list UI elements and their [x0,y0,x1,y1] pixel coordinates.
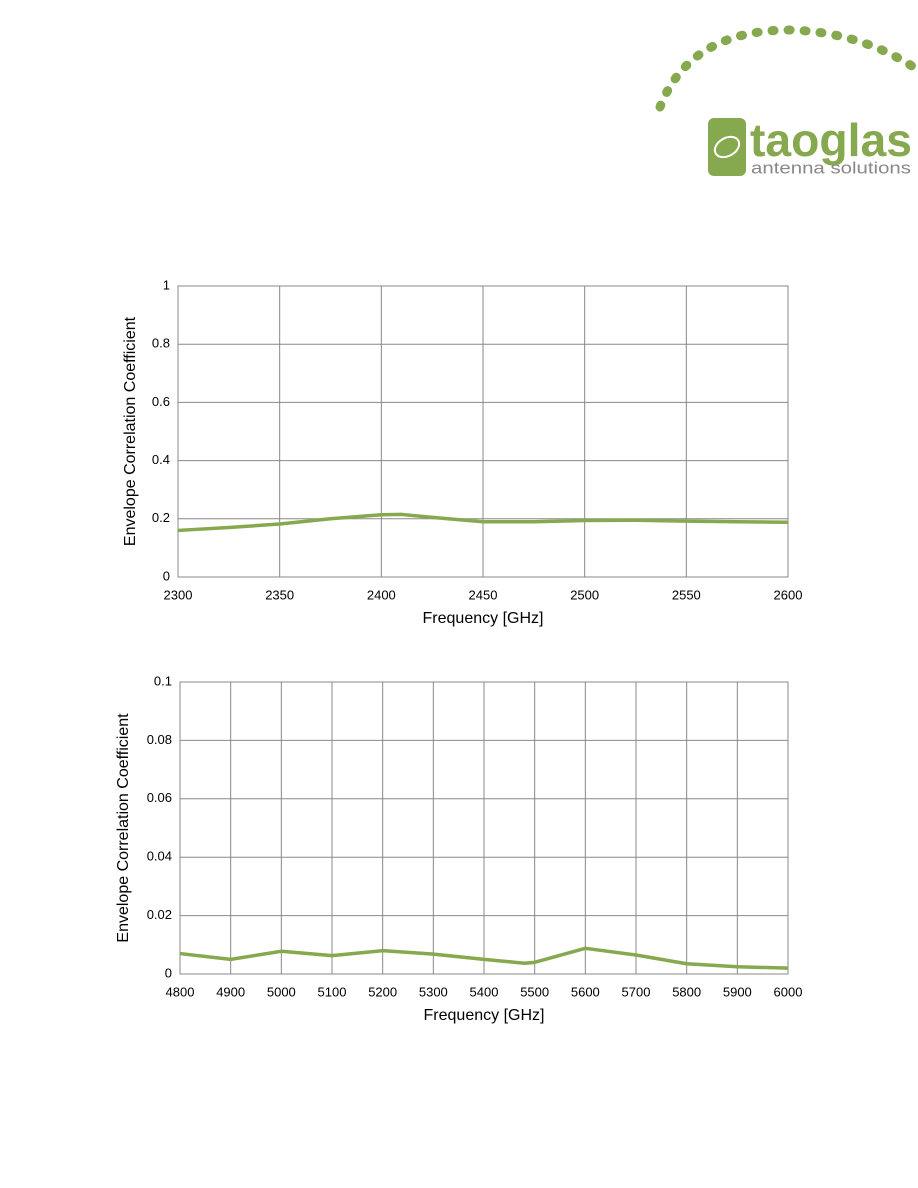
logo-arc [655,25,918,112]
y-tick-label: 0.2 [152,510,170,525]
x-tick-label: 2600 [774,587,803,602]
y-tick-label: 0.6 [152,394,170,409]
y-tick-label: 0.04 [147,849,172,864]
y-tick-label: 0 [165,965,172,980]
x-tick-label: 4900 [216,984,245,999]
x-axis-title: Frequency [GHz] [424,1007,545,1024]
y-tick-label: 0.4 [152,452,170,467]
x-tick-label: 2300 [164,587,193,602]
x-tick-label: 5300 [419,984,448,999]
x-tick-label: 2450 [469,587,498,602]
y-axis-title: Envelope Correlation Coefficient [122,316,139,546]
x-tick-label: 5900 [723,984,752,999]
y-tick-label: 1 [163,277,170,292]
x-tick-label: 2350 [265,587,294,602]
logo-text: taoglas [750,114,912,166]
y-tick-label: 0.06 [147,790,172,805]
x-tick-label: 5800 [672,984,701,999]
x-tick-label: 5000 [267,984,296,999]
data-line [177,512,789,533]
x-axis-title: Frequency [GHz] [423,610,544,627]
logo-icon-mark [713,135,741,159]
y-tick-label: 0.02 [147,907,172,922]
x-tick-label: 5200 [368,984,397,999]
y-tick-label: 0.08 [147,732,172,747]
y-tick-label: 0 [163,568,170,583]
logo: taoglas antenna solutions [655,25,918,177]
x-tick-label: 2550 [672,587,701,602]
x-tick-label: 5500 [520,984,549,999]
x-tick-label: 5700 [622,984,651,999]
x-tick-label: 5100 [318,984,347,999]
x-tick-label: 2500 [570,587,599,602]
x-tick-label: 6000 [774,984,803,999]
x-tick-label: 2400 [367,587,396,602]
data-line [179,946,789,970]
x-tick-label: 4800 [166,984,195,999]
y-axis-title: Envelope Correlation Coefficient [115,713,132,943]
logo-tagline: antenna solutions [751,158,911,177]
y-tick-label: 0.1 [154,673,172,688]
x-tick-label: 5400 [470,984,499,999]
logo-icon [708,118,746,176]
y-tick-label: 0.8 [152,336,170,351]
x-tick-label: 5600 [571,984,600,999]
